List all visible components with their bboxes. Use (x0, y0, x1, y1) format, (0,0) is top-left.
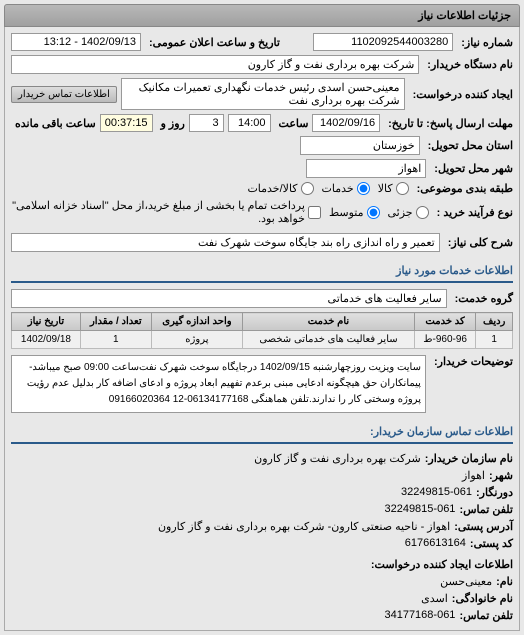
col-unit: واحد اندازه گیری (151, 313, 242, 331)
radio-minor[interactable]: جزئی (388, 206, 429, 219)
cell-unit: پروژه (151, 331, 242, 349)
buyer-device-label: نام دستگاه خریدار: (423, 58, 513, 71)
buyer-device-value: شرکت بهره برداری نفت و گاز کارون (11, 55, 419, 74)
time-remaining: 00:37:15 (100, 114, 153, 132)
creator-phone-value: 34177168-061 (384, 609, 455, 622)
col-name: نام خدمت (243, 313, 415, 331)
switchboard-label: دورنگار: (476, 486, 513, 499)
province-value: خوزستان (300, 136, 420, 155)
remaining-label: ساعت باقی مانده (11, 117, 96, 130)
creator-name-label: نام: (496, 575, 513, 588)
checkbox-treasury[interactable]: پرداخت تمام یا بخشی از مبلغ خرید،از محل … (11, 199, 321, 225)
deadline-time-label: ساعت (275, 117, 309, 130)
city-value: اهواز (306, 159, 426, 178)
category-label: طبقه بندی موضوعی: (413, 182, 513, 195)
phone-value: 32249815-061 (384, 503, 455, 516)
creator-family-label: نام خانوادگی: (452, 592, 513, 605)
panel-title: جزئیات اطلاعات نیاز (4, 4, 520, 27)
services-section-title: اطلاعات خدمات مورد نیاز (11, 260, 513, 283)
deadline-date: 1402/09/16 (312, 114, 380, 132)
creator-family-value: اسدی (421, 592, 448, 605)
creator-name-value: معینی‌حسن (440, 575, 492, 588)
services-table: ردیف کد خدمت نام خدمت واحد اندازه گیری ت… (11, 312, 513, 349)
days-remaining: 3 (189, 114, 224, 132)
address-value: اهواز - ناحیه صنعتی کارون- شرکت بهره برد… (158, 520, 450, 533)
contact-city-label: شهر: (489, 469, 513, 482)
deadline-label: مهلت ارسال پاسخ: تا تاریخ: (384, 117, 513, 130)
deadline-time: 14:00 (228, 114, 271, 132)
summary-value: تعمیر و راه اندازی راه بند جایگاه سوخت ش… (11, 233, 440, 252)
service-group-value: سایر فعالیت های خدماتی (11, 289, 447, 308)
creator-phone-label: تلفن تماس: (459, 609, 513, 622)
cell-date: 1402/09/18 (12, 331, 81, 349)
requester-value: معینی‌حسن اسدی رئیس خدمات نگهداری تعمیرا… (121, 78, 405, 110)
number-value: 1102092544003280 (313, 33, 453, 51)
radio-goods[interactable]: کالا (378, 182, 409, 195)
radio-medium[interactable]: متوسط (329, 206, 380, 219)
service-group-label: گروه خدمت: (451, 292, 513, 305)
buyer-desc-value: سایت ویزیت روزچهارشنبه 1402/09/15 درجایگ… (11, 355, 426, 413)
postcode-value: 6176613164 (405, 537, 466, 550)
phone-label: تلفن تماس: (459, 503, 513, 516)
col-index: ردیف (476, 313, 513, 331)
cell-index: 1 (476, 331, 513, 349)
cell-qty: 1 (80, 331, 151, 349)
summary-label: شرح کلی نیاز: (444, 236, 513, 249)
contact-section-title: اطلاعات تماس سازمان خریدار: (11, 421, 513, 444)
cell-code: 960-96-ط (414, 331, 475, 349)
province-label: استان محل تحویل: (424, 139, 513, 152)
process-radios: جزئی متوسط پرداخت تمام یا بخشی از مبلغ خ… (11, 199, 429, 225)
contact-buyer-button[interactable]: اطلاعات تماس خریدار (11, 86, 117, 103)
announce-value: 1402/09/13 - 13:12 (11, 33, 141, 51)
requester-label: ایجاد کننده درخواست: (409, 88, 513, 101)
col-qty: تعداد / مقدار (80, 313, 151, 331)
switchboard-value: 32249815-061 (401, 486, 472, 499)
org-label: نام سازمان خریدار: (425, 452, 513, 465)
radio-goods-services[interactable]: کالا/خدمات (247, 182, 313, 195)
announce-label: تاریخ و ساعت اعلان عمومی: (145, 36, 280, 49)
col-date: تاریخ نیاز (12, 313, 81, 331)
cell-name: سایر فعالیت های خدماتی شخصی (243, 331, 415, 349)
postcode-label: کد پستی: (470, 537, 513, 550)
creator-title: اطلاعات ایجاد کننده درخواست: (371, 558, 513, 571)
radio-services[interactable]: خدمات (322, 182, 370, 195)
process-label: نوع فرآیند خرید : (433, 206, 513, 219)
contact-city-value: اهواز (462, 469, 485, 482)
number-label: شماره نیاز: (457, 36, 513, 49)
category-radios: کالا خدمات کالا/خدمات (247, 182, 408, 195)
buyer-desc-label: توضیحات خریدار: (430, 355, 513, 368)
col-code: کد خدمت (414, 313, 475, 331)
org-value: شرکت بهره برداری نفت و گاز کارون (254, 452, 421, 465)
table-row[interactable]: 1 960-96-ط سایر فعالیت های خدماتی شخصی پ… (12, 331, 513, 349)
days-label: روز و (157, 117, 185, 130)
city-label: شهر محل تحویل: (430, 162, 513, 175)
address-label: آدرس پستی: (454, 520, 513, 533)
